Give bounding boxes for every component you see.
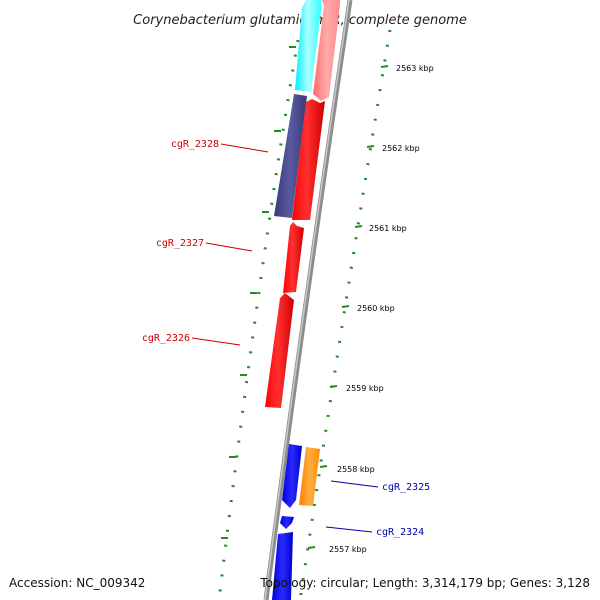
ruler-label-2560: 2560 kbp xyxy=(357,304,395,313)
gene-label-cgR-2327[interactable]: cgR_2327 xyxy=(156,238,204,249)
orange-feature-cgR-2325 xyxy=(299,447,320,506)
red-cds-cgR-2327 xyxy=(283,222,304,293)
gene-label-cgR-2326[interactable]: cgR_2326 xyxy=(142,333,190,344)
purple-feature-cgR-2328 xyxy=(274,94,307,218)
ruler-label-2562: 2562 kbp xyxy=(382,144,420,153)
gene-label-cgR-2325[interactable]: cgR_2325 xyxy=(382,482,430,493)
leader-cgR-2328 xyxy=(220,143,269,153)
red-cds-cgR-2326 xyxy=(265,293,294,408)
genome-backbone xyxy=(263,0,353,600)
ruler-tick xyxy=(354,225,363,228)
leader-cgR-2324 xyxy=(325,526,373,533)
ruler-tick xyxy=(319,465,328,468)
gene-label-cgR-2324[interactable]: cgR_2324 xyxy=(376,527,424,538)
genome-backbone-highlight xyxy=(264,0,350,600)
ruler-tick xyxy=(341,305,350,308)
ruler-label-2559: 2559 kbp xyxy=(346,384,384,393)
outer-strand-features xyxy=(265,0,340,408)
ruler-tick xyxy=(366,145,375,148)
pink-feature xyxy=(313,0,340,101)
red-cds-cgR-2328-strand xyxy=(292,99,325,220)
leader-cgR-2326 xyxy=(191,337,241,346)
topology-text: Topology: circular; Length: 3,314,179 bp… xyxy=(259,576,590,590)
ruler-label-2558: 2558 kbp xyxy=(337,465,375,474)
lower-features xyxy=(272,444,320,600)
accession-text: Accession: NC_009342 xyxy=(9,576,145,590)
ruler-tick xyxy=(380,65,389,68)
blue-cds-lower xyxy=(272,532,293,600)
gene-label-cgR-2328[interactable]: cgR_2328 xyxy=(171,139,219,150)
ruler-label-2561: 2561 kbp xyxy=(369,224,407,233)
leader-cgR-2325 xyxy=(330,480,379,488)
leader-cgR-2327 xyxy=(205,242,253,252)
ruler-label-2563: 2563 kbp xyxy=(396,64,434,73)
blue-cds-small xyxy=(280,516,294,529)
ruler-labels: 2563 kbp 2562 kbp 2561 kbp 2560 kbp 2559… xyxy=(329,64,434,554)
ruler-tick xyxy=(329,385,338,388)
ruler-label-2557: 2557 kbp xyxy=(329,545,367,554)
inner-strand-features xyxy=(274,0,321,218)
ruler-tick xyxy=(307,546,316,549)
cyan-feature xyxy=(295,0,321,92)
map-title: Corynebacterium glutamicum R, complete g… xyxy=(133,13,467,28)
blue-cds-upper xyxy=(282,444,302,508)
ruler-ticks xyxy=(221,46,389,549)
gene-leaders xyxy=(191,143,379,533)
gene-labels: cgR_2328 cgR_2327 cgR_2326 cgR_2325 cgR_… xyxy=(142,139,430,538)
